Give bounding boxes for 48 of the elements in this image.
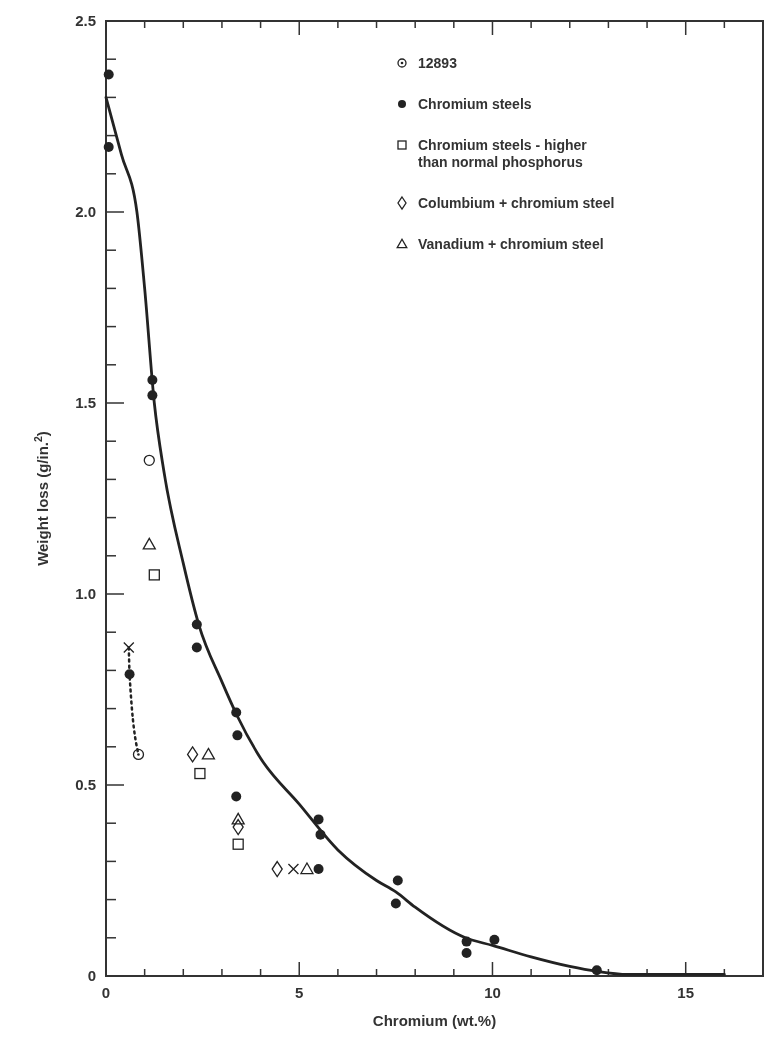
point [315, 829, 326, 840]
y-tick-label: 2.5 [75, 12, 96, 29]
point [143, 454, 155, 466]
point [147, 390, 158, 401]
point [191, 642, 202, 653]
point [123, 641, 135, 654]
y-tick-label: 0 [87, 967, 96, 984]
point [313, 814, 324, 825]
point [287, 863, 300, 875]
point [392, 875, 403, 886]
point [231, 812, 245, 825]
point [201, 747, 216, 760]
point [142, 537, 156, 550]
point [300, 862, 314, 875]
point [461, 948, 472, 959]
y-tick-label: 1.5 [75, 394, 96, 411]
line-series [104, 96, 726, 976]
point [132, 748, 145, 761]
x-tick-label: 0 [101, 984, 111, 1001]
point [390, 898, 401, 909]
point [103, 142, 114, 153]
point [147, 375, 158, 386]
point [194, 767, 206, 780]
x-tick-label: 15 [677, 984, 695, 1001]
y-tick-label: 2.0 [75, 203, 96, 220]
point [232, 730, 243, 741]
legend-label: Vanadium + chromium steel [418, 236, 604, 252]
x-tick-label: 10 [484, 984, 501, 1001]
x-tick-label: 5 [295, 984, 304, 1001]
legend-label: 12893 [418, 55, 458, 71]
point [103, 69, 114, 80]
point [124, 669, 135, 680]
point [148, 569, 160, 581]
legend-label: Chromium steels - higher than normal phosphorus [418, 137, 588, 170]
point [461, 936, 472, 947]
point [191, 619, 202, 630]
y-tick-label: 1.0 [75, 585, 96, 602]
x-axis-title: Chromium (wt.%) [372, 1012, 497, 1029]
legend-label: Columbium + chromium steel [418, 195, 615, 211]
legend-label: Chromium steels [418, 96, 532, 112]
point [186, 746, 199, 763]
point [591, 965, 602, 976]
point [231, 791, 242, 802]
point [489, 934, 500, 945]
y-tick-label: 0.5 [75, 776, 96, 793]
point [232, 838, 244, 850]
point [231, 707, 242, 718]
point [313, 864, 324, 875]
